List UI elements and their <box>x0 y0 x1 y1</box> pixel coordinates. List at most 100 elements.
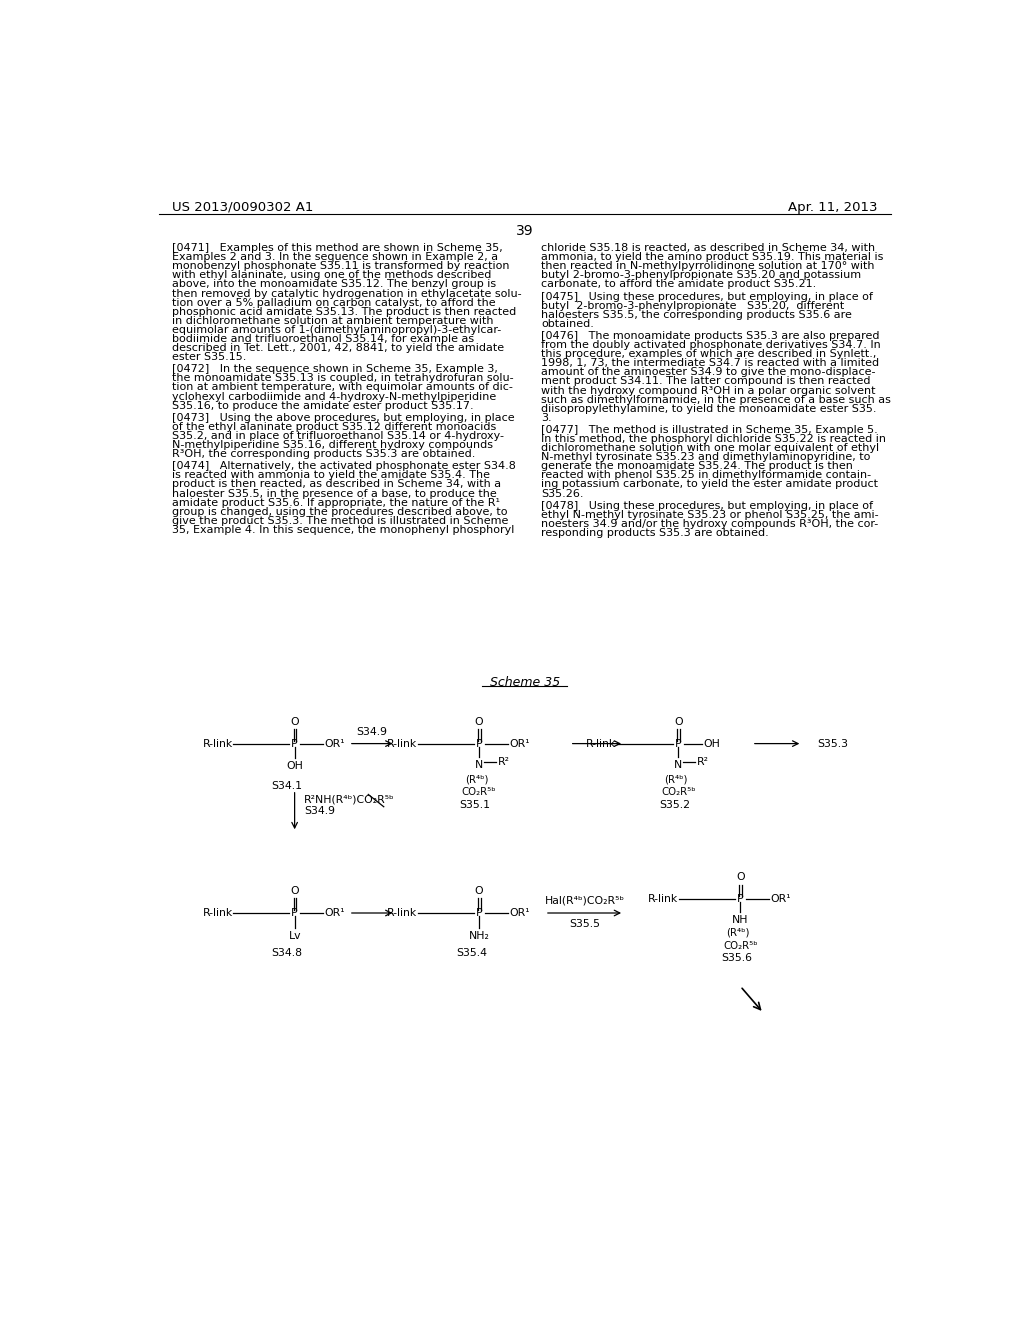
Text: (R⁴ᵇ): (R⁴ᵇ) <box>726 928 750 937</box>
Text: Hal(R⁴ᵇ)CO₂R⁵ᵇ: Hal(R⁴ᵇ)CO₂R⁵ᵇ <box>545 895 625 906</box>
Text: N: N <box>475 760 483 770</box>
Text: NH₂: NH₂ <box>469 931 489 941</box>
Text: S35.2, and in place of trifluoroethanol S35.14 or 4-hydroxy-: S35.2, and in place of trifluoroethanol … <box>172 432 504 441</box>
Text: S35.5: S35.5 <box>569 919 600 929</box>
Text: S35.3: S35.3 <box>818 739 849 748</box>
Text: of the ethyl alaninate product S35.12 different monoacids: of the ethyl alaninate product S35.12 di… <box>172 422 497 432</box>
Text: bodiimide and trifluoroethanol S35.14, for example as: bodiimide and trifluoroethanol S35.14, f… <box>172 334 474 345</box>
Text: ment product S34.11. The latter compound is then reacted: ment product S34.11. The latter compound… <box>541 376 870 387</box>
Text: diisopropylethylamine, to yield the monoamidate ester S35.: diisopropylethylamine, to yield the mono… <box>541 404 877 413</box>
Text: is reacted with ammonia to yield the amidate S35.4. The: is reacted with ammonia to yield the ami… <box>172 470 490 480</box>
Text: O: O <box>291 886 299 896</box>
Text: the monoamidate S35.13 is coupled, in tetrahydrofuran solu-: the monoamidate S35.13 is coupled, in te… <box>172 374 514 383</box>
Text: monobenzyl phosphonate S35.11 is transformed by reaction: monobenzyl phosphonate S35.11 is transfo… <box>172 261 510 272</box>
Text: OR¹: OR¹ <box>509 908 529 917</box>
Text: described in Tet. Lett., 2001, 42, 8841, to yield the amidate: described in Tet. Lett., 2001, 42, 8841,… <box>172 343 504 352</box>
Text: tion at ambient temperature, with equimolar amounts of dic-: tion at ambient temperature, with equimo… <box>172 383 513 392</box>
Text: S34.9: S34.9 <box>304 807 335 816</box>
Text: haloester S35.5, in the presence of a base, to produce the: haloester S35.5, in the presence of a ba… <box>172 488 497 499</box>
Text: this procedure, examples of which are described in Synlett.,: this procedure, examples of which are de… <box>541 350 877 359</box>
Text: O: O <box>291 717 299 726</box>
Text: phosphonic acid amidate S35.13. The product is then reacted: phosphonic acid amidate S35.13. The prod… <box>172 306 516 317</box>
Text: O: O <box>674 717 683 726</box>
Text: R²: R² <box>498 758 510 767</box>
Text: 35, Example 4. In this sequence, the monophenyl phosphoryl: 35, Example 4. In this sequence, the mon… <box>172 525 514 535</box>
Text: O: O <box>475 717 483 726</box>
Text: S34.1: S34.1 <box>271 780 302 791</box>
Text: P: P <box>476 739 482 748</box>
Text: O: O <box>736 873 744 882</box>
Text: R-link: R-link <box>387 908 417 917</box>
Text: amidate product S35.6. If appropriate, the nature of the R¹: amidate product S35.6. If appropriate, t… <box>172 498 500 508</box>
Text: S34.9: S34.9 <box>356 727 388 738</box>
Text: with the hydroxy compound R³OH in a polar organic solvent: with the hydroxy compound R³OH in a pola… <box>541 385 876 396</box>
Text: OR¹: OR¹ <box>509 739 529 748</box>
Text: [0472]   In the sequence shown in Scheme 35, Example 3,: [0472] In the sequence shown in Scheme 3… <box>172 364 498 375</box>
Text: S35.26.: S35.26. <box>541 488 584 499</box>
Text: NH: NH <box>732 915 749 925</box>
Text: N-methyl tyrosinate S35.23 and dimethylaminopyridine, to: N-methyl tyrosinate S35.23 and dimethyla… <box>541 453 870 462</box>
Text: dichloromethane solution with one molar equivalent of ethyl: dichloromethane solution with one molar … <box>541 444 880 453</box>
Text: in dichloromethane solution at ambient temperature with: in dichloromethane solution at ambient t… <box>172 315 494 326</box>
Text: [0474]   Alternatively, the activated phosphonate ester S34.8: [0474] Alternatively, the activated phos… <box>172 461 516 471</box>
Text: S35.6: S35.6 <box>721 953 752 964</box>
Text: give the product S35.3. The method is illustrated in Scheme: give the product S35.3. The method is il… <box>172 516 509 525</box>
Text: equimolar amounts of 1-(dimethylaminopropyl)-3-ethylcar-: equimolar amounts of 1-(dimethylaminopro… <box>172 325 502 335</box>
Text: P: P <box>291 739 298 748</box>
Text: P: P <box>476 908 482 917</box>
Text: S34.8: S34.8 <box>271 949 302 958</box>
Text: OR¹: OR¹ <box>325 908 345 917</box>
Text: product is then reacted, as described in Scheme 34, with a: product is then reacted, as described in… <box>172 479 502 490</box>
Text: carbonate, to afford the amidate product S35.21.: carbonate, to afford the amidate product… <box>541 280 816 289</box>
Text: (R⁴ᵇ): (R⁴ᵇ) <box>665 775 688 784</box>
Text: 3.: 3. <box>541 413 552 422</box>
Text: noesters 34.9 and/or the hydroxy compounds R³OH, the cor-: noesters 34.9 and/or the hydroxy compoun… <box>541 519 879 529</box>
Text: from the doubly activated phosphonate derivatives S34.7. In: from the doubly activated phosphonate de… <box>541 341 881 350</box>
Text: Apr. 11, 2013: Apr. 11, 2013 <box>787 201 878 214</box>
Text: [0476]   The monoamidate products S35.3 are also prepared: [0476] The monoamidate products S35.3 ar… <box>541 331 880 341</box>
Text: butyl  2-bromo-3-phenylpropionate   S35.20,  different: butyl 2-bromo-3-phenylpropionate S35.20,… <box>541 301 845 310</box>
Text: [0477]   The method is illustrated in Scheme 35, Example 5.: [0477] The method is illustrated in Sche… <box>541 425 878 436</box>
Text: reacted with phenol S35.25 in dimethylformamide contain-: reacted with phenol S35.25 in dimethylfo… <box>541 470 871 480</box>
Text: R²: R² <box>697 758 709 767</box>
Text: S35.1: S35.1 <box>460 800 490 809</box>
Text: Scheme 35: Scheme 35 <box>489 676 560 689</box>
Text: CO₂R⁵ᵇ: CO₂R⁵ᵇ <box>723 941 758 950</box>
Text: R³OH, the corresponding products S35.3 are obtained.: R³OH, the corresponding products S35.3 a… <box>172 449 475 459</box>
Text: (R⁴ᵇ): (R⁴ᵇ) <box>465 775 488 784</box>
Text: chloride S35.18 is reacted, as described in Scheme 34, with: chloride S35.18 is reacted, as described… <box>541 243 876 253</box>
Text: R-link: R-link <box>648 894 678 904</box>
Text: [0471]   Examples of this method are shown in Scheme 35,: [0471] Examples of this method are shown… <box>172 243 503 253</box>
Text: ammonia, to yield the amino product S35.19. This material is: ammonia, to yield the amino product S35.… <box>541 252 884 263</box>
Text: 1998, 1, 73, the intermediate S34.7 is reacted with a limited: 1998, 1, 73, the intermediate S34.7 is r… <box>541 358 880 368</box>
Text: [0473]   Using the above procedures, but employing, in place: [0473] Using the above procedures, but e… <box>172 413 515 422</box>
Text: haloesters S35.5, the corresponding products S35.6 are: haloesters S35.5, the corresponding prod… <box>541 310 852 319</box>
Text: 39: 39 <box>516 224 534 238</box>
Text: [0475]   Using these procedures, but employing, in place of: [0475] Using these procedures, but emplo… <box>541 292 872 301</box>
Text: CO₂R⁵ᵇ: CO₂R⁵ᵇ <box>462 788 497 797</box>
Text: such as dimethylformamide, in the presence of a base such as: such as dimethylformamide, in the presen… <box>541 395 891 405</box>
Text: P: P <box>737 894 743 904</box>
Text: O: O <box>475 886 483 896</box>
Text: R²NH(R⁴ᵇ)CO₂R⁵ᵇ: R²NH(R⁴ᵇ)CO₂R⁵ᵇ <box>304 795 394 804</box>
Text: yclohexyl carbodiimide and 4-hydroxy-N-methylpiperidine: yclohexyl carbodiimide and 4-hydroxy-N-m… <box>172 392 497 401</box>
Text: Lv: Lv <box>289 931 301 941</box>
Text: OH: OH <box>703 739 720 748</box>
Text: tion over a 5% palladium on carbon catalyst, to afford the: tion over a 5% palladium on carbon catal… <box>172 297 496 308</box>
Text: then removed by catalytic hydrogenation in ethylacetate solu-: then removed by catalytic hydrogenation … <box>172 289 522 298</box>
Text: OH: OH <box>286 762 303 771</box>
Text: P: P <box>675 739 682 748</box>
Text: generate the monoamidate S35.24. The product is then: generate the monoamidate S35.24. The pro… <box>541 461 853 471</box>
Text: Examples 2 and 3. In the sequence shown in Example 2, a: Examples 2 and 3. In the sequence shown … <box>172 252 499 263</box>
Text: ester S35.15.: ester S35.15. <box>172 352 247 362</box>
Text: In this method, the phosphoryl dichloride S35.22 is reacted in: In this method, the phosphoryl dichlorid… <box>541 434 886 444</box>
Text: R-link: R-link <box>586 739 616 748</box>
Text: amount of the aminoester S34.9 to give the mono-displace-: amount of the aminoester S34.9 to give t… <box>541 367 876 378</box>
Text: R-link: R-link <box>203 908 232 917</box>
Text: N: N <box>674 760 682 770</box>
Text: then reacted in N-methylpyrrolidinone solution at 170° with: then reacted in N-methylpyrrolidinone so… <box>541 261 874 272</box>
Text: S35.2: S35.2 <box>658 800 690 809</box>
Text: CO₂R⁵ᵇ: CO₂R⁵ᵇ <box>660 788 695 797</box>
Text: N-methylpiperidine S35.16, different hydroxy compounds: N-methylpiperidine S35.16, different hyd… <box>172 440 494 450</box>
Text: [0478]   Using these procedures, but employing, in place of: [0478] Using these procedures, but emplo… <box>541 500 873 511</box>
